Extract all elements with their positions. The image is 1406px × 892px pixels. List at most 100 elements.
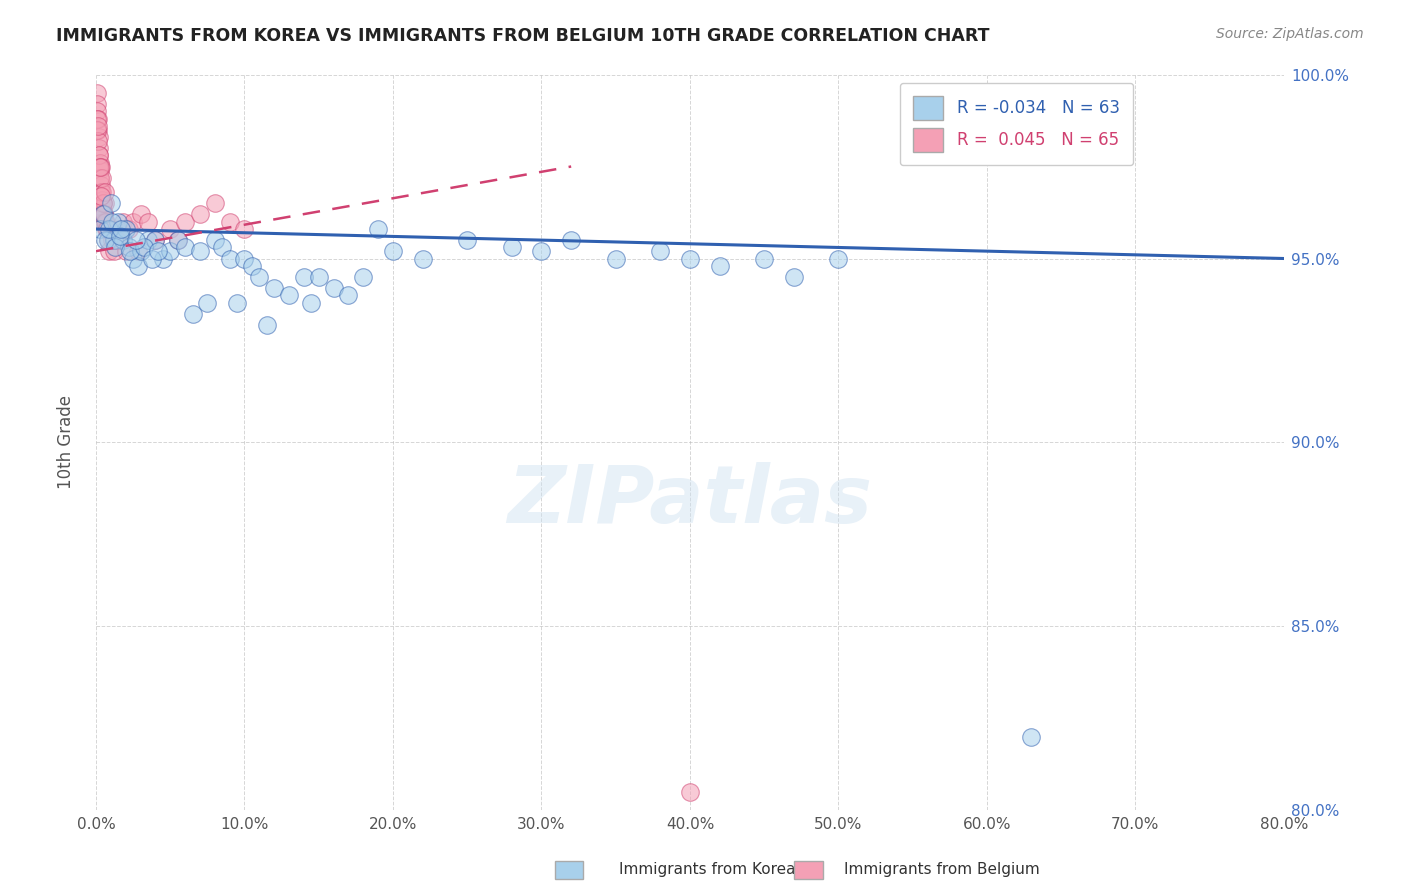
Point xyxy=(129,207,152,221)
Point xyxy=(94,186,117,200)
Point xyxy=(101,233,124,247)
Point xyxy=(195,295,218,310)
Point xyxy=(111,233,134,247)
Point xyxy=(87,112,110,126)
Point xyxy=(679,252,702,266)
Point xyxy=(87,119,110,133)
Point xyxy=(204,233,226,247)
Point xyxy=(94,233,117,247)
Point xyxy=(96,222,118,236)
Point xyxy=(367,222,389,236)
Point xyxy=(97,233,120,247)
Point xyxy=(105,233,128,247)
Point xyxy=(827,252,849,266)
Point xyxy=(709,259,731,273)
Point xyxy=(650,244,672,259)
Point xyxy=(87,134,110,148)
Point xyxy=(226,295,249,310)
Point xyxy=(122,252,145,266)
Point xyxy=(110,222,132,236)
Point xyxy=(299,295,322,310)
Point xyxy=(93,207,115,221)
Point xyxy=(108,233,131,247)
Point xyxy=(89,222,111,236)
Point xyxy=(148,244,170,259)
Point xyxy=(100,196,122,211)
Point xyxy=(204,196,226,211)
Point xyxy=(256,318,278,332)
Point xyxy=(1021,730,1043,744)
Point xyxy=(240,259,263,273)
Point xyxy=(783,269,806,284)
Point xyxy=(87,130,110,145)
Point xyxy=(97,233,120,247)
Point xyxy=(352,269,374,284)
Point xyxy=(211,240,233,254)
Point xyxy=(89,170,111,185)
Point xyxy=(122,215,145,229)
Point xyxy=(86,104,108,119)
Point xyxy=(86,112,108,126)
Point xyxy=(108,229,131,244)
Point xyxy=(456,233,478,247)
Point xyxy=(103,233,125,247)
Point xyxy=(103,244,125,259)
Point xyxy=(136,233,159,247)
Point xyxy=(412,252,434,266)
Point xyxy=(132,240,155,254)
Point xyxy=(98,222,121,236)
Point xyxy=(89,170,111,185)
Point xyxy=(118,222,141,236)
Point xyxy=(233,252,256,266)
Point xyxy=(145,233,167,247)
Point xyxy=(90,186,112,200)
Point xyxy=(114,222,136,236)
Point xyxy=(120,244,142,259)
Point xyxy=(382,244,405,259)
Text: ZIPatlas: ZIPatlas xyxy=(508,462,873,541)
Point xyxy=(107,215,129,229)
Point xyxy=(87,122,110,136)
Point xyxy=(90,186,112,200)
Point xyxy=(114,244,136,259)
Point xyxy=(127,259,149,273)
Text: Immigrants from Belgium: Immigrants from Belgium xyxy=(844,863,1039,877)
Point xyxy=(530,244,553,259)
Point xyxy=(91,207,114,221)
Point xyxy=(91,215,114,229)
Point xyxy=(292,269,315,284)
Point xyxy=(96,222,118,236)
Point xyxy=(218,252,240,266)
Point xyxy=(118,240,141,254)
Point xyxy=(181,307,204,321)
Point xyxy=(94,215,117,229)
Point xyxy=(188,244,211,259)
Point xyxy=(87,160,110,174)
Point xyxy=(145,233,167,247)
Text: Source: ZipAtlas.com: Source: ZipAtlas.com xyxy=(1216,27,1364,41)
Point xyxy=(90,160,112,174)
Point xyxy=(188,207,211,221)
Point xyxy=(501,240,523,254)
Point xyxy=(159,244,181,259)
Point xyxy=(100,222,122,236)
Point xyxy=(127,244,149,259)
Point xyxy=(152,252,174,266)
Point xyxy=(98,244,121,259)
Point xyxy=(87,141,110,155)
Point xyxy=(96,222,118,236)
Point xyxy=(91,196,114,211)
Point xyxy=(101,215,124,229)
Point xyxy=(233,222,256,236)
Point xyxy=(89,160,111,174)
Point xyxy=(90,189,112,203)
Point xyxy=(89,148,111,162)
Point xyxy=(247,269,270,284)
Text: IMMIGRANTS FROM KOREA VS IMMIGRANTS FROM BELGIUM 10TH GRADE CORRELATION CHART: IMMIGRANTS FROM KOREA VS IMMIGRANTS FROM… xyxy=(56,27,990,45)
Point xyxy=(107,222,129,236)
Y-axis label: 10th Grade: 10th Grade xyxy=(58,395,75,490)
Point xyxy=(605,252,627,266)
Point xyxy=(89,156,111,170)
Point xyxy=(166,233,188,247)
Point xyxy=(86,97,108,112)
